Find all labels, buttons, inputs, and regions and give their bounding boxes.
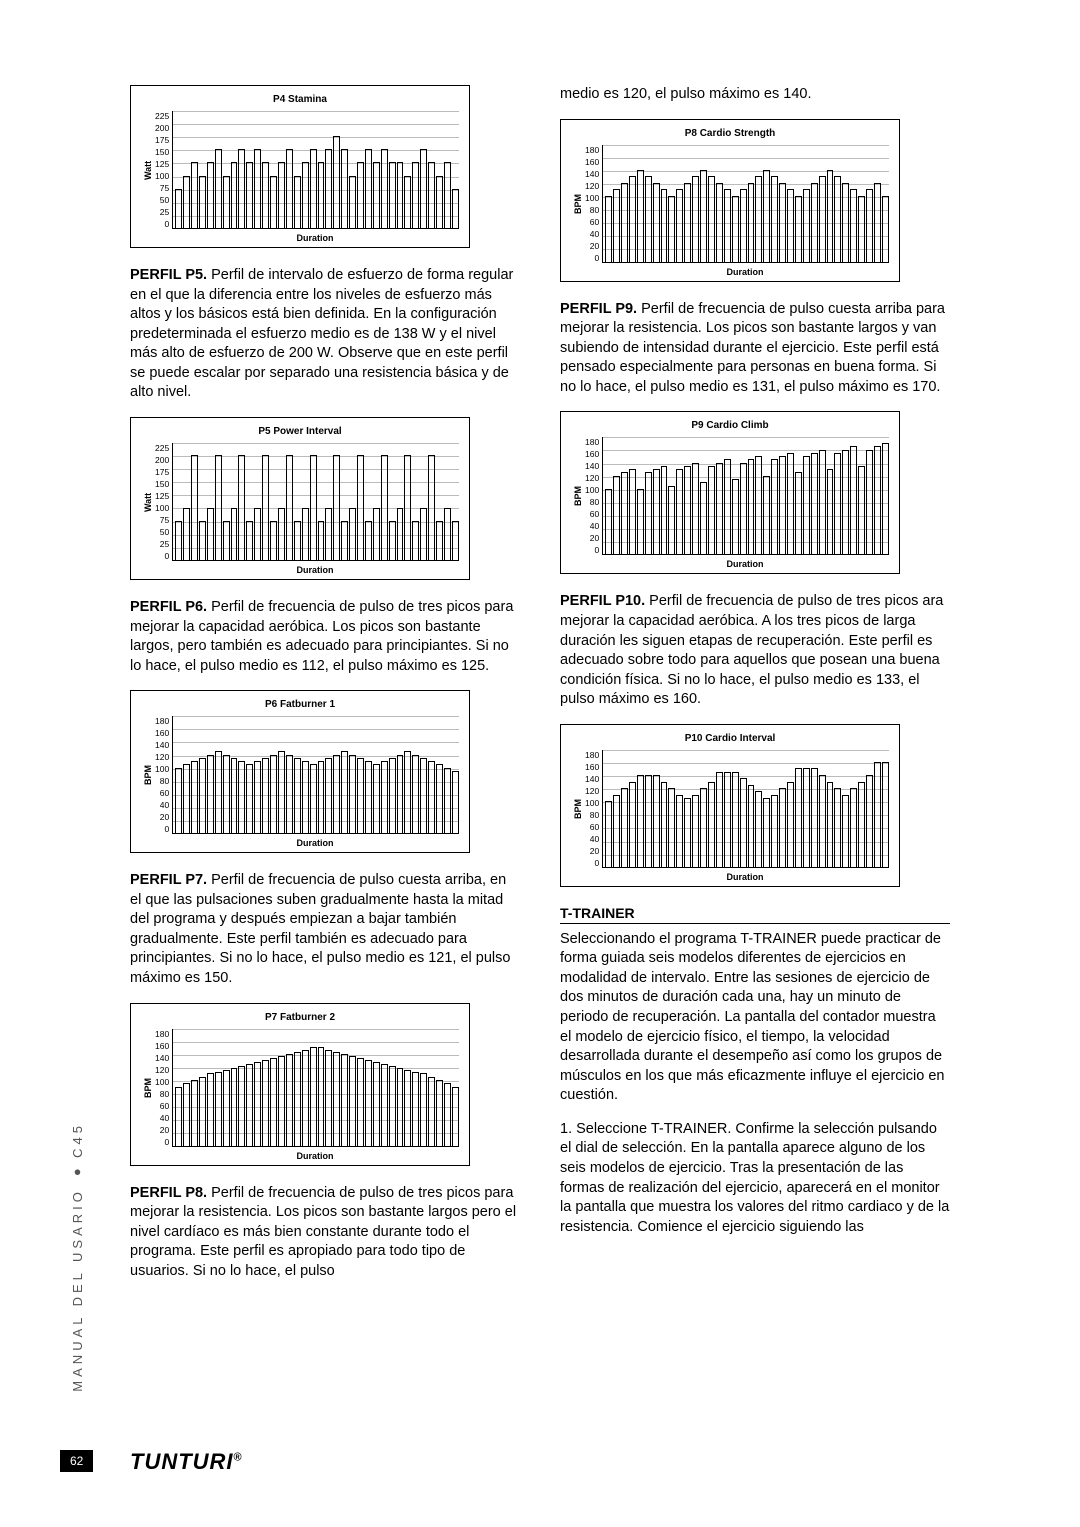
profile-p6-text: PERFIL P6. Perfil de frecuencia de pulso… — [130, 598, 520, 676]
ttrainer-para-2: 1. Seleccione T-TRAINER. Confirme la sel… — [560, 1120, 950, 1237]
profile-p8-text: PERFIL P8. Perfil de frecuencia de pulso… — [130, 1184, 520, 1282]
chart-ylabel: BPM — [571, 750, 585, 868]
chart-ylabel: Watt — [141, 443, 155, 561]
chart-xlabel: Duration — [171, 565, 459, 575]
right-column: medio es 120, el pulso máximo es 140. P8… — [560, 85, 950, 1295]
chart-xlabel: Duration — [171, 1151, 459, 1161]
chart-xlabel: Duration — [601, 559, 889, 569]
page-number: 62 — [60, 1450, 93, 1472]
section-ttrainer-heading: T-TRAINER — [560, 905, 950, 924]
chart-ylabel: BPM — [141, 716, 155, 834]
chart-p8: P8 Cardio Strength BPM 18016014012010080… — [560, 119, 900, 282]
chart-plot — [172, 443, 459, 561]
chart-yticks: 180160140120100806040200 — [155, 716, 172, 834]
chart-xlabel: Duration — [601, 267, 889, 277]
chart-yticks: 180160140120100806040200 — [585, 437, 602, 555]
chart-title: P4 Stamina — [141, 94, 459, 105]
profile-p10-text: PERFIL P10. Perfil de frecuencia de puls… — [560, 592, 950, 709]
chart-p4: P4 Stamina Watt 225200175150125100755025… — [130, 85, 470, 248]
ttrainer-para-1: Seleccionando el programa T-TRAINER pued… — [560, 930, 950, 1106]
chart-yticks: 180160140120100806040200 — [585, 145, 602, 263]
left-column: P4 Stamina Watt 225200175150125100755025… — [130, 85, 520, 1295]
chart-title: P8 Cardio Strength — [571, 128, 889, 139]
chart-yticks: 180160140120100806040200 — [585, 750, 602, 868]
chart-yticks: 2252001751501251007550250 — [155, 443, 172, 561]
profile-p7-text: PERFIL P7. Perfil de frecuencia de pulso… — [130, 871, 520, 988]
chart-xlabel: Duration — [601, 872, 889, 882]
chart-plot — [172, 111, 459, 229]
chart-yticks: 2252001751501251007550250 — [155, 111, 172, 229]
chart-p9: P9 Cardio Climb BPM 18016014012010080604… — [560, 411, 900, 574]
chart-plot — [172, 716, 459, 834]
chart-yticks: 180160140120100806040200 — [155, 1029, 172, 1147]
chart-title: P10 Cardio Interval — [571, 733, 889, 744]
chart-ylabel: BPM — [141, 1029, 155, 1147]
chart-ylabel: BPM — [571, 145, 585, 263]
profile-p5-text: PERFIL P5. Perfil de intervalo de esfuer… — [130, 266, 520, 403]
continuation-text: medio es 120, el pulso máximo es 140. — [560, 85, 950, 105]
profile-p9-text: PERFIL P9. Perfil de frecuencia de pulso… — [560, 300, 950, 398]
chart-title: P6 Fatburner 1 — [141, 699, 459, 710]
chart-title: P9 Cardio Climb — [571, 420, 889, 431]
side-label: MANUAL DEL USARIO ● C45 — [70, 1122, 85, 1392]
chart-plot — [602, 437, 889, 555]
chart-plot — [602, 145, 889, 263]
chart-xlabel: Duration — [171, 233, 459, 243]
chart-p5: P5 Power Interval Watt 22520017515012510… — [130, 417, 470, 580]
chart-p6: P6 Fatburner 1 BPM 180160140120100806040… — [130, 690, 470, 853]
chart-xlabel: Duration — [171, 838, 459, 848]
chart-title: P5 Power Interval — [141, 426, 459, 437]
chart-plot — [602, 750, 889, 868]
brand-logo: TUNTURI® — [130, 1449, 243, 1475]
chart-plot — [172, 1029, 459, 1147]
chart-ylabel: Watt — [141, 111, 155, 229]
chart-title: P7 Fatburner 2 — [141, 1012, 459, 1023]
chart-ylabel: BPM — [571, 437, 585, 555]
chart-p7: P7 Fatburner 2 BPM 180160140120100806040… — [130, 1003, 470, 1166]
chart-p10: P10 Cardio Interval BPM 1801601401201008… — [560, 724, 900, 887]
